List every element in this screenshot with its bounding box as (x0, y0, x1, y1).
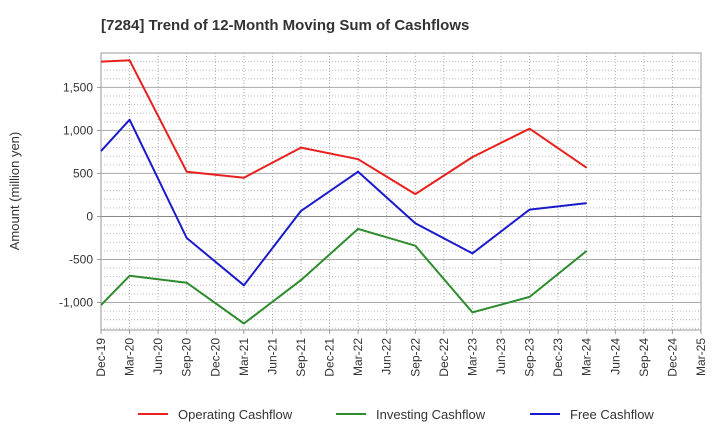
y-axis-label: Amount (million yen) (7, 132, 22, 251)
y-tick-label: -500 (69, 252, 93, 266)
x-tick-label: Dec-22 (437, 338, 451, 377)
x-tick-label: Mar-22 (351, 338, 365, 376)
x-tick-label: Jun-22 (380, 338, 394, 375)
series-line-investing-cashflow (100, 227, 588, 325)
x-tick-label: Mar-23 (465, 338, 479, 376)
series-line-free-cashflow (100, 118, 587, 287)
x-tick-label: Sep-20 (180, 338, 194, 377)
x-tick-label: Dec-21 (323, 338, 337, 377)
y-tick-label: 500 (73, 166, 93, 180)
x-tick-label: Jun-23 (494, 338, 508, 375)
x-tick-label: Dec-23 (551, 338, 565, 377)
x-tick-label: Mar-21 (237, 338, 251, 376)
legend-label-operating-cashflow: Operating Cashflow (178, 407, 293, 422)
x-tick-label: Dec-19 (94, 338, 108, 377)
x-tick-label: Jun-21 (265, 338, 279, 375)
x-tick-label: Mar-25 (694, 338, 708, 376)
x-tick-label: Sep-23 (523, 338, 537, 377)
axis-layer: Dec-19 Mar-20 Jun-20 Sep-20 Dec-20 Mar-21 Jun-… (59, 80, 708, 376)
y-tick-label: 0 (86, 209, 93, 223)
series-layer (100, 59, 588, 325)
y-tick-label: -1,000 (59, 295, 93, 309)
plot-frame (100, 52, 702, 331)
x-tick-label: Mar-20 (123, 338, 137, 376)
x-tick-label: Sep-22 (408, 338, 422, 377)
series-line-operating-cashflow (100, 59, 588, 196)
legend-label-free-cashflow: Free Cashflow (570, 407, 654, 422)
x-tick-label: Mar-24 (580, 338, 594, 376)
legend: Operating Cashflow Investing Cashflow Free… (138, 407, 654, 422)
x-tick-label: Dec-20 (208, 338, 222, 377)
y-tick-label: 1,000 (63, 123, 93, 137)
grid-layer (100, 52, 702, 331)
x-tick-label: Sep-21 (294, 338, 308, 377)
x-tick-label: Jun-20 (151, 338, 165, 375)
legend-label-investing-cashflow: Investing Cashflow (376, 407, 486, 422)
x-tick-label: Jun-24 (608, 338, 622, 375)
chart-title: [7284] Trend of 12-Month Moving Sum of C… (101, 17, 469, 34)
y-tick-label: 1,500 (63, 80, 93, 94)
x-tick-label: Sep-24 (637, 338, 651, 377)
x-tick-label: Dec-24 (665, 338, 679, 377)
